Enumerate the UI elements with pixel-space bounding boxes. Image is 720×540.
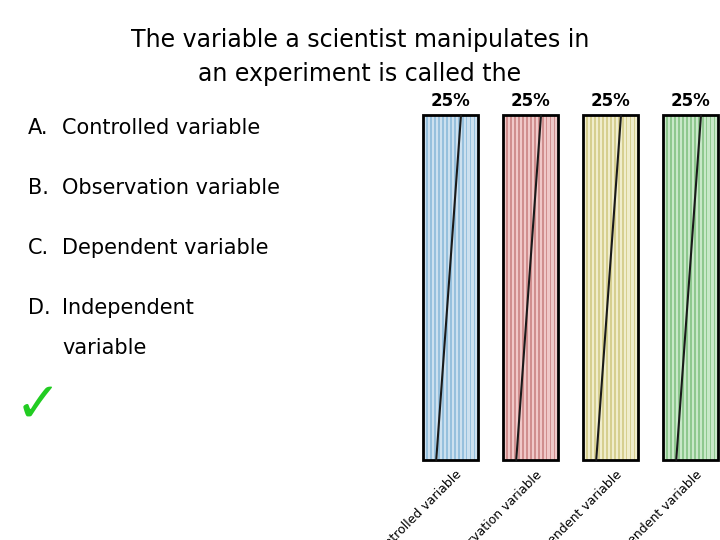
- Bar: [434, 115, 436, 460]
- Bar: [662, 115, 665, 460]
- Bar: [618, 115, 620, 460]
- Bar: [554, 115, 555, 460]
- Bar: [586, 115, 588, 460]
- Text: B.: B.: [28, 178, 49, 198]
- Text: 25%: 25%: [430, 92, 470, 110]
- Bar: [474, 115, 475, 460]
- Bar: [503, 115, 557, 460]
- Bar: [606, 115, 608, 460]
- Bar: [534, 115, 536, 460]
- Bar: [538, 115, 539, 460]
- Bar: [590, 115, 592, 460]
- Bar: [582, 115, 637, 460]
- Bar: [549, 115, 552, 460]
- Bar: [466, 115, 467, 460]
- Bar: [530, 115, 532, 460]
- Text: D.: D.: [28, 298, 50, 318]
- Bar: [602, 115, 604, 460]
- Bar: [626, 115, 628, 460]
- Bar: [518, 115, 520, 460]
- Text: A.: A.: [28, 118, 48, 138]
- Bar: [446, 115, 448, 460]
- Bar: [462, 115, 464, 460]
- Bar: [667, 115, 668, 460]
- Bar: [630, 115, 631, 460]
- Bar: [423, 115, 477, 460]
- Bar: [510, 115, 512, 460]
- Bar: [594, 115, 596, 460]
- Bar: [438, 115, 440, 460]
- Bar: [541, 115, 544, 460]
- Text: Observation variable: Observation variable: [443, 468, 544, 540]
- Bar: [454, 115, 456, 460]
- Bar: [706, 115, 708, 460]
- Bar: [431, 115, 432, 460]
- Bar: [503, 115, 557, 460]
- Text: Dependent variable: Dependent variable: [62, 238, 269, 258]
- Bar: [702, 115, 703, 460]
- Text: Controlled variable: Controlled variable: [62, 118, 260, 138]
- Bar: [598, 115, 600, 460]
- Bar: [458, 115, 459, 460]
- Bar: [662, 115, 718, 460]
- Text: Independent variable: Independent variable: [600, 468, 704, 540]
- Bar: [714, 115, 716, 460]
- Bar: [469, 115, 472, 460]
- Bar: [514, 115, 516, 460]
- Bar: [423, 115, 424, 460]
- Bar: [678, 115, 680, 460]
- Bar: [622, 115, 624, 460]
- Bar: [546, 115, 547, 460]
- Text: variable: variable: [62, 338, 146, 358]
- Bar: [503, 115, 504, 460]
- Bar: [442, 115, 444, 460]
- Text: an experiment is called the: an experiment is called the: [199, 62, 521, 86]
- Text: 25%: 25%: [670, 92, 710, 110]
- Text: Observation variable: Observation variable: [62, 178, 280, 198]
- Bar: [450, 115, 451, 460]
- Bar: [506, 115, 508, 460]
- Bar: [670, 115, 672, 460]
- Bar: [423, 115, 477, 460]
- Bar: [710, 115, 711, 460]
- Bar: [426, 115, 428, 460]
- Bar: [682, 115, 684, 460]
- Text: The variable a scientist manipulates in: The variable a scientist manipulates in: [131, 28, 589, 52]
- Bar: [698, 115, 700, 460]
- Text: 25%: 25%: [590, 92, 630, 110]
- Bar: [686, 115, 688, 460]
- Text: C.: C.: [28, 238, 49, 258]
- Text: Independent: Independent: [62, 298, 194, 318]
- Bar: [582, 115, 584, 460]
- Bar: [522, 115, 524, 460]
- Text: Controlled variable: Controlled variable: [371, 468, 464, 540]
- Bar: [582, 115, 637, 460]
- Text: ✓: ✓: [15, 380, 61, 434]
- Text: Dependent variable: Dependent variable: [527, 468, 624, 540]
- Bar: [690, 115, 692, 460]
- Bar: [675, 115, 676, 460]
- Bar: [634, 115, 635, 460]
- Bar: [662, 115, 718, 460]
- Bar: [526, 115, 528, 460]
- Bar: [610, 115, 612, 460]
- Bar: [614, 115, 616, 460]
- Bar: [694, 115, 696, 460]
- Text: 25%: 25%: [510, 92, 550, 110]
